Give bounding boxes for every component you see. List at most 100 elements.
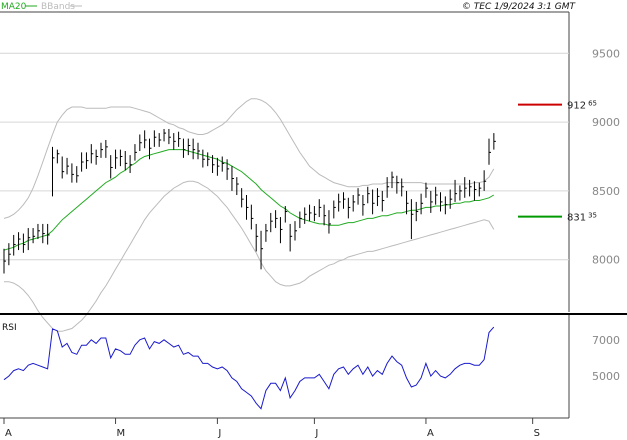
ohlc-bar bbox=[449, 189, 453, 209]
ohlc-bar bbox=[401, 178, 404, 197]
price-y-axis: 8000 8500 9000 9500 bbox=[592, 47, 620, 266]
ohlc-bar bbox=[47, 223, 50, 245]
ohlc-bar bbox=[100, 142, 103, 158]
bollinger-lower-line bbox=[4, 180, 495, 332]
ohlc-bar bbox=[216, 157, 220, 176]
ohlc-bar bbox=[415, 201, 419, 222]
ohlc-bar bbox=[493, 133, 496, 150]
ohlc-bar bbox=[144, 130, 147, 149]
support-label-decimals: 35 bbox=[588, 212, 597, 220]
ohlc-bar bbox=[440, 192, 443, 212]
ohlc-bar bbox=[153, 130, 157, 147]
ohlc-bar bbox=[367, 186, 370, 204]
ohlc-bar bbox=[410, 199, 414, 240]
ohlc-bar bbox=[255, 223, 259, 252]
ohlc-bar bbox=[347, 197, 351, 219]
ohlc-bar bbox=[90, 144, 94, 164]
ohlc-bar bbox=[488, 138, 491, 165]
ohlc-bar bbox=[95, 149, 99, 165]
ohlc-bar bbox=[27, 228, 31, 251]
ohlc-bar bbox=[357, 188, 361, 205]
ohlc-bar bbox=[236, 177, 239, 196]
ohlc-bar bbox=[425, 182, 428, 198]
ohlc-bar bbox=[250, 204, 254, 230]
ohlc-bar bbox=[241, 188, 244, 208]
resistance-label: 912 65 bbox=[567, 100, 597, 112]
legend-bbands: BBands bbox=[41, 2, 75, 12]
ohlc-bar bbox=[129, 155, 133, 174]
ohlc-bar bbox=[420, 193, 424, 215]
ohlc-bar bbox=[464, 177, 467, 198]
price-levels: 912 65 831 35 bbox=[518, 100, 597, 224]
ohlc-bar bbox=[71, 163, 74, 183]
rsi-y-tick-label: 5000 bbox=[592, 370, 620, 383]
ohlc-bar bbox=[61, 156, 65, 179]
ma20-line bbox=[3, 149, 495, 251]
rsi-series bbox=[3, 326, 495, 410]
ohlc-bar bbox=[110, 155, 113, 179]
ohlc-bar bbox=[444, 196, 448, 215]
ohlc-bar bbox=[3, 248, 6, 274]
rsi-panel: RSI 5000 7000 bbox=[2, 315, 620, 418]
ohlc-bar bbox=[313, 206, 317, 222]
ohlc-bar bbox=[66, 157, 70, 175]
ohlc-bar bbox=[32, 228, 36, 244]
ohlc-bar bbox=[430, 190, 433, 213]
price-gridlines bbox=[0, 52, 569, 261]
ohlc-bar bbox=[265, 223, 268, 242]
ohlc-bar bbox=[454, 179, 458, 202]
ohlc-bar bbox=[483, 170, 487, 191]
ohlc-bar bbox=[279, 217, 283, 244]
ohlc-bar bbox=[226, 159, 230, 180]
ohlc-bar bbox=[294, 221, 297, 241]
ohlc-bar bbox=[435, 186, 438, 205]
ohlc-bar bbox=[52, 146, 55, 197]
price-panel: 8000 8500 9000 9500 912 65 831 35 bbox=[0, 11, 620, 332]
ohlc-bar bbox=[381, 190, 385, 212]
ohlc-bar bbox=[396, 175, 399, 194]
ohlc-bar bbox=[212, 155, 215, 174]
y-tick-label: 8500 bbox=[592, 185, 620, 198]
resistance-label-decimals: 65 bbox=[588, 100, 597, 108]
ohlc-bar bbox=[119, 149, 123, 167]
ohlc-bar bbox=[289, 223, 293, 252]
rsi-y-axis: 5000 7000 bbox=[592, 334, 620, 383]
bollinger-bands bbox=[3, 98, 495, 332]
rsi-y-tick-label: 7000 bbox=[592, 334, 620, 347]
ohlc-bar bbox=[386, 177, 390, 198]
ohlc-bar bbox=[192, 138, 196, 160]
bollinger-upper-line bbox=[3, 98, 495, 219]
ohlc-bar bbox=[173, 133, 176, 150]
y-tick-label: 8000 bbox=[592, 254, 620, 267]
ohlc-bar bbox=[37, 223, 40, 240]
ohlc-bar bbox=[13, 234, 16, 256]
ohlc-bar bbox=[168, 128, 171, 145]
ohlc-bar bbox=[391, 171, 394, 189]
ohlc-bar bbox=[178, 131, 181, 147]
ohlc-bar bbox=[309, 204, 312, 222]
ohlc-bar bbox=[221, 156, 225, 172]
ohlc-bar bbox=[163, 128, 167, 142]
y-tick-label: 9000 bbox=[592, 116, 620, 129]
legend-ma20: MA20 bbox=[1, 2, 27, 12]
x-tick-label: J bbox=[217, 428, 221, 439]
x-tick-label: A bbox=[427, 428, 434, 439]
ohlc-bar bbox=[85, 152, 89, 169]
ohlc-bar bbox=[260, 230, 264, 270]
ohlc-bar bbox=[352, 195, 356, 212]
ohlc-bar bbox=[270, 212, 273, 233]
ohlc-bar bbox=[246, 195, 249, 220]
source-timestamp: © TEC 1/9/2024 3:1 GMT bbox=[462, 2, 577, 12]
x-tick-label: S bbox=[534, 428, 540, 439]
support-label: 831 35 bbox=[567, 212, 597, 224]
ohlc-bar bbox=[406, 190, 409, 215]
ohlc-bar bbox=[318, 199, 322, 218]
ohlc-bar bbox=[8, 243, 11, 266]
rsi-label: RSI bbox=[2, 323, 17, 333]
ohlc-bar bbox=[473, 181, 477, 201]
ohlc-bar bbox=[105, 139, 108, 158]
x-tick-label: J bbox=[314, 428, 318, 439]
rsi-line bbox=[3, 326, 495, 410]
y-tick-label: 9500 bbox=[592, 47, 620, 60]
ohlc-bar bbox=[124, 150, 128, 171]
